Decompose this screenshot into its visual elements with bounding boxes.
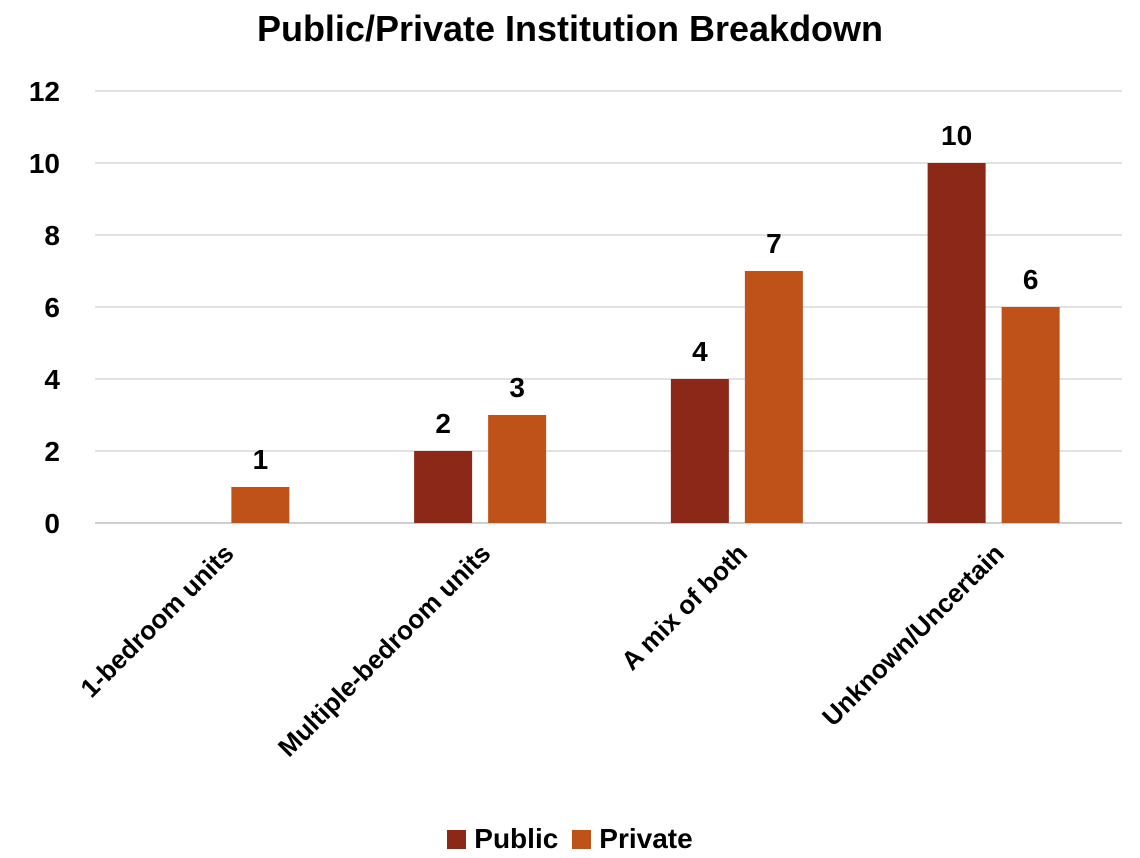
data-label: 2 [435,408,451,439]
y-tick-label: 2 [44,436,60,467]
y-axis-ticks: 0 2 4 6 8 10 12 [29,76,61,539]
data-labels: 1 2 3 4 7 10 6 [253,120,1039,475]
x-axis-ticks: 1-bedroom units Multiple-bedroom units A m… [74,538,1009,762]
legend-item-private: Private [572,823,693,855]
data-label: 1 [253,444,269,475]
x-tick-label: Unknown/Uncertain [816,538,1010,732]
legend-item-public: Public [447,823,558,855]
y-tick-label: 6 [44,292,60,323]
y-tick-label: 10 [29,148,60,179]
y-tick-label: 8 [44,220,60,251]
data-label: 10 [941,120,972,151]
y-tick-label: 0 [44,508,60,539]
legend-swatch [572,829,592,849]
legend-label: Public [474,823,559,854]
y-tick-label: 12 [29,76,60,107]
legend-label: Private [599,823,693,854]
bars [231,163,1060,523]
legend: Public Private [0,823,1140,856]
bar-public [670,379,729,523]
bar-private [231,487,290,523]
data-label: 6 [1023,264,1039,295]
data-label: 7 [766,228,782,259]
bar-public [927,163,986,523]
bar-public [414,451,473,523]
data-label: 3 [509,372,525,403]
bar-private [488,415,547,523]
legend-swatch [447,829,467,849]
bar-private [744,271,803,523]
data-label: 4 [692,336,708,367]
x-tick-label: 1-bedroom units [74,538,239,703]
x-tick-label: Multiple-bedroom units [272,538,496,762]
y-tick-label: 4 [44,364,60,395]
x-tick-label: A mix of both [615,538,753,676]
chart-title: Public/Private Institution Breakdown [256,8,884,49]
bar-private [1001,307,1060,523]
